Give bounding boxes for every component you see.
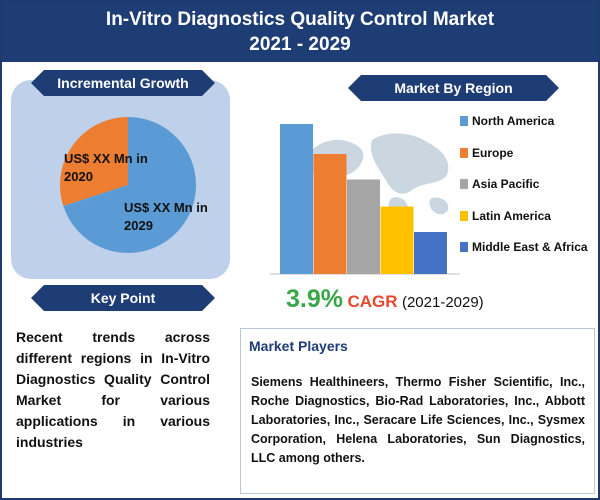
legend-swatch — [460, 147, 468, 158]
pie-chart — [59, 117, 196, 253]
incremental-growth-pie — [58, 115, 198, 255]
bar-latin-america — [380, 206, 414, 274]
market-players-text: Siemens Healthineers, Thermo Fisher Scie… — [251, 375, 585, 465]
legend-item: Middle East & Africa — [460, 239, 598, 271]
key-point-banner: Key Point — [31, 285, 215, 311]
legend-item: Europe — [460, 145, 598, 177]
region-legend: North America Europe Asia Pacific Latin Ame… — [460, 113, 598, 271]
title-line-2: 2021 - 2029 — [249, 34, 351, 55]
market-by-region-bar-chart — [270, 124, 460, 275]
bar-asia-pacific — [347, 179, 380, 274]
cagr-years: (2021-2029) — [401, 294, 484, 311]
key-point-text: Recent trends across different regions i… — [16, 329, 210, 450]
incremental-growth-banner: Incremental Growth — [31, 70, 215, 96]
market-players-panel: Market Players Siemens Healthineers, The… — [240, 328, 595, 494]
legend-label: Middle East & Africa — [472, 240, 588, 254]
legend-item: Asia Pacific — [460, 176, 598, 208]
legend-item: North America — [460, 113, 598, 145]
pie-slice-2020 — [59, 117, 128, 207]
bar-middle-east-africa — [414, 232, 447, 274]
pie-label-2029: US$ XX Mn in 2029 — [124, 200, 208, 233]
legend-swatch — [460, 116, 468, 126]
page-title: In-Vitro Diagnostics Quality Control Mar… — [2, 2, 598, 62]
legend-label: Asia Pacific — [472, 177, 540, 191]
market-by-region-banner: Market By Region — [348, 75, 559, 101]
legend-swatch — [460, 242, 468, 252]
bar-north-america — [280, 124, 313, 274]
legend-label: North America — [472, 114, 555, 128]
title-line-1: In-Vitro Diagnostics Quality Control Mar… — [105, 9, 495, 30]
bar-europe — [313, 154, 347, 274]
legend-label: Europe — [472, 145, 514, 160]
legend-item: Latin America — [460, 208, 598, 240]
legend-swatch — [460, 210, 468, 221]
cagr-label: CAGR — [347, 292, 398, 311]
market-players-heading: Market Players — [249, 338, 348, 354]
cagr-readout: 3.9% CAGR (2021-2029) — [286, 285, 546, 314]
pie-label-2020: US$ XX Mn in 2020 — [64, 151, 148, 184]
legend-label: Latin America — [472, 208, 551, 223]
cagr-value: 3.9% — [286, 285, 343, 313]
legend-swatch — [460, 179, 468, 189]
pie-slice-2029 — [63, 117, 196, 253]
